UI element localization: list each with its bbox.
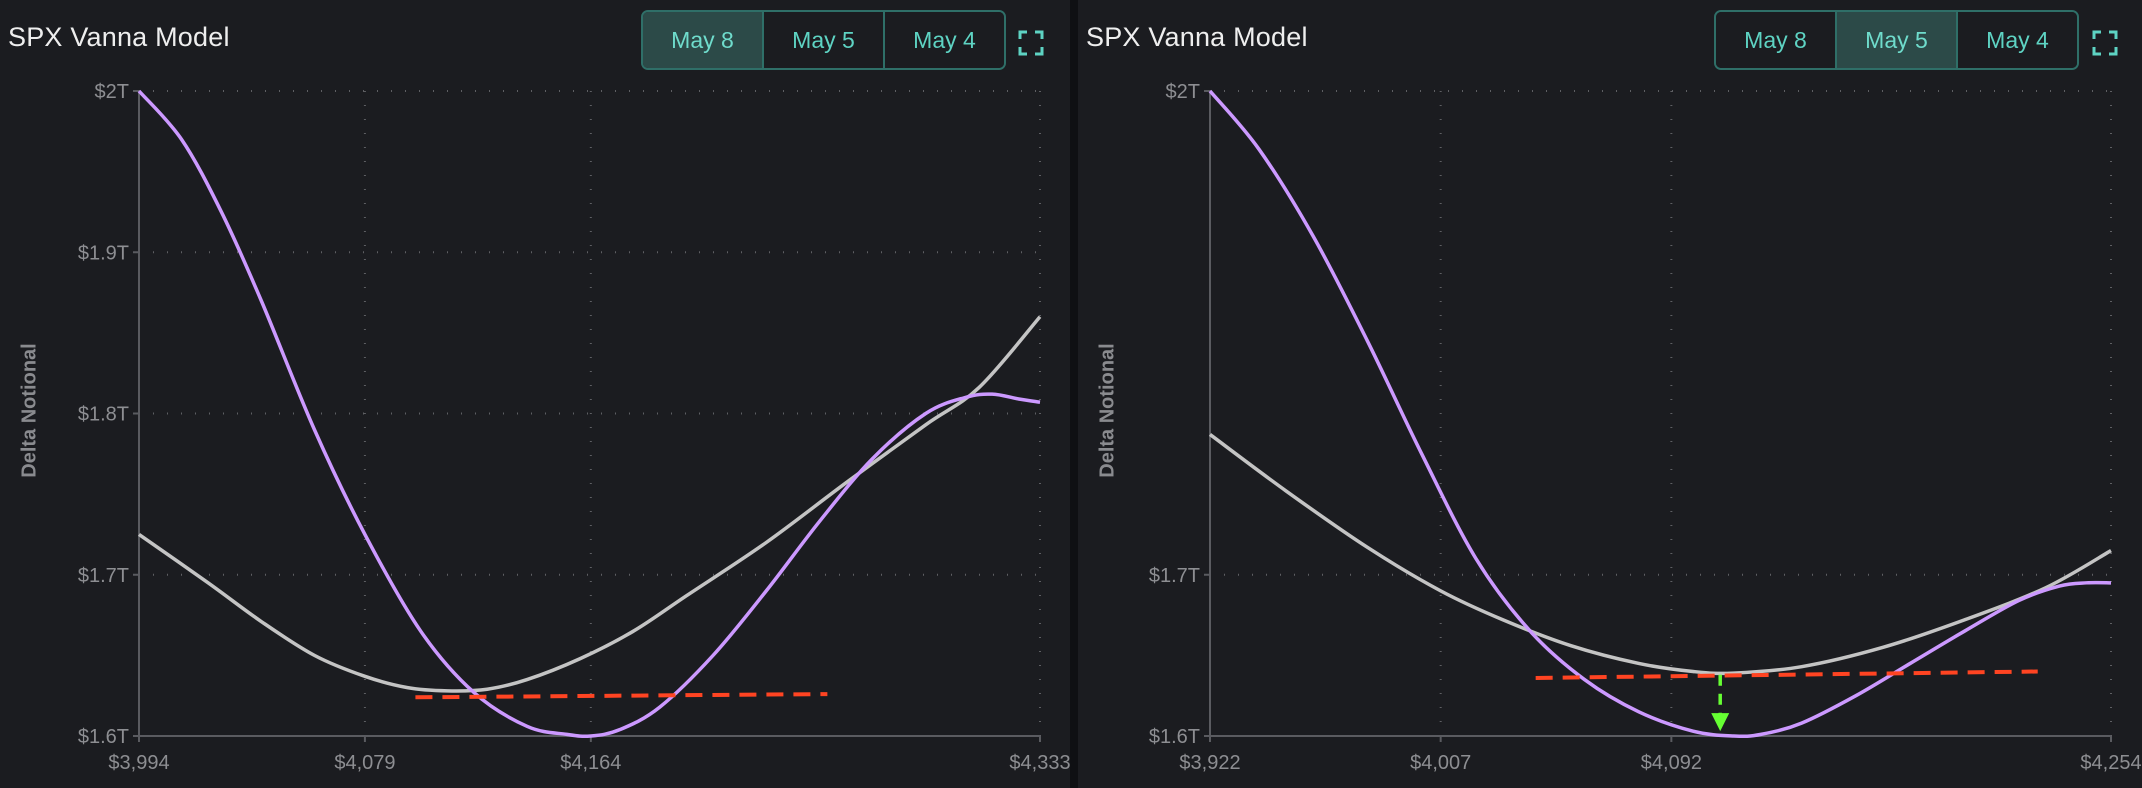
x-tick-label: $4,333 xyxy=(1009,752,1070,774)
x-tick-label: $3,922 xyxy=(1179,752,1240,774)
x-tick-label: $4,254 xyxy=(2080,752,2141,774)
x-tick-label: $4,079 xyxy=(334,752,395,774)
chart-title: SPX Vanna Model xyxy=(1086,22,1308,52)
y-tick-label: $1.6T xyxy=(78,726,129,748)
series-line-dashed xyxy=(415,692,828,700)
series-line xyxy=(1208,89,2112,739)
y-tick-label: $1.8T xyxy=(78,404,129,426)
series-line-dashed xyxy=(1535,669,2038,680)
series-line xyxy=(1208,433,2112,676)
chart-plot: $1.6T $1.7T $1.8T $1.9T $2T $3,994 $4,079 $4,16… xyxy=(78,81,1071,774)
x-tick-label: $4,007 xyxy=(1410,752,1471,774)
tab-may-8[interactable]: May 8 xyxy=(1716,12,1835,68)
date-tab-group: May 8 May 5 May 4 xyxy=(641,10,1006,70)
chart-plot: $1.6T $1.7T $2T $3,922 $4,007 $4,092 $4,254 xyxy=(1149,81,2142,774)
tab-may-8[interactable]: May 8 xyxy=(643,12,762,68)
fullscreen-icon[interactable] xyxy=(2092,30,2118,56)
series-line xyxy=(137,89,1041,739)
y-tick-label: $1.7T xyxy=(78,565,129,587)
tab-may-4[interactable]: May 4 xyxy=(1956,12,2077,68)
chart-panel-right: SPX Vanna Model May 8 May 5 May 4 Delta … xyxy=(1078,0,2142,788)
date-tab-group: May 8 May 5 May 4 xyxy=(1714,10,2079,70)
tab-may-5[interactable]: May 5 xyxy=(1835,12,1956,68)
y-tick-label: $2T xyxy=(1166,81,1200,103)
chart-panel-left: SPX Vanna Model May 8 May 5 May 4 Delta … xyxy=(0,0,1071,788)
chart-title: SPX Vanna Model xyxy=(8,22,230,52)
y-tick-label: $1.9T xyxy=(78,242,129,264)
x-tick-label: $3,994 xyxy=(108,752,169,774)
tab-may-4[interactable]: May 4 xyxy=(883,12,1004,68)
y-tick-label: $1.7T xyxy=(1149,565,1200,587)
x-tick-label: $4,164 xyxy=(560,752,621,774)
x-tick-label: $4,092 xyxy=(1641,752,1702,774)
tab-may-5[interactable]: May 5 xyxy=(762,12,883,68)
series-line xyxy=(137,315,1042,693)
y-tick-label: $1.6T xyxy=(1149,726,1200,748)
fullscreen-icon[interactable] xyxy=(1018,30,1044,56)
arrow-down-icon xyxy=(1711,713,1730,732)
y-tick-label: $2T xyxy=(95,81,129,103)
